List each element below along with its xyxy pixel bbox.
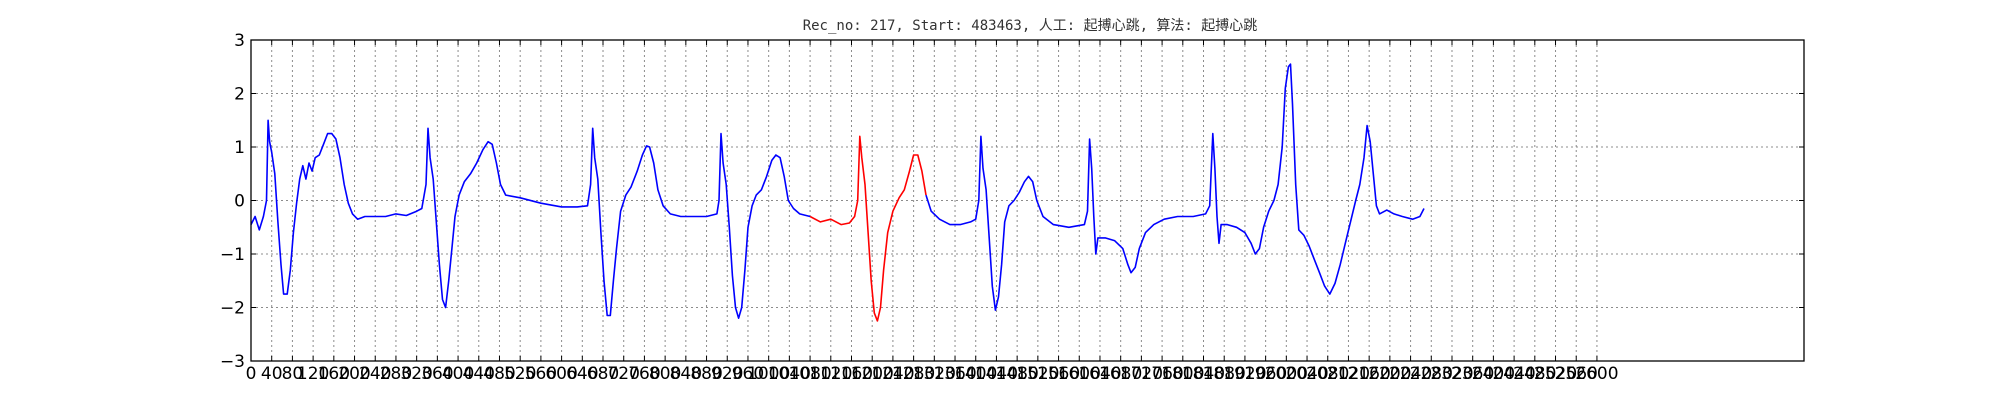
x-tick-label: 1440	[975, 364, 1018, 384]
x-tick-label: 720	[607, 364, 639, 384]
x-tick-label: 2200	[1368, 364, 1411, 384]
x-tick-label: 1360	[933, 364, 976, 384]
series-line-ecg-highlight	[809, 135, 927, 322]
grid-layer	[251, 40, 1804, 361]
x-tick-label: 1520	[1016, 364, 1059, 384]
x-tick-label: 1560	[1037, 364, 1080, 384]
x-tick-label: 1280	[892, 364, 935, 384]
x-tick-label: 2320	[1430, 364, 1473, 384]
series-layer	[250, 63, 1425, 322]
x-tick-label: 2000	[1265, 364, 1308, 384]
x-tick-label: 1080	[788, 364, 831, 384]
x-tick-label: 1920	[1223, 364, 1266, 384]
x-tick-label: 1040	[768, 364, 811, 384]
x-tick-label: 2040	[1285, 364, 1328, 384]
y-tick-label: 0	[234, 192, 245, 212]
x-tick-label: 0	[246, 364, 257, 384]
y-tick-label: 1	[234, 138, 245, 158]
x-tick-label: 680	[587, 364, 619, 384]
x-tick-label: 2240	[1389, 364, 1432, 384]
x-tick-label: 280	[380, 364, 412, 384]
x-tick-label: 1400	[954, 364, 997, 384]
x-tick-label: 640	[566, 364, 598, 384]
x-tick-label: 1640	[1078, 364, 1121, 384]
x-tick-label: 480	[483, 364, 515, 384]
x-tick-label: 160	[318, 364, 350, 384]
x-tick-label: 1120	[809, 364, 852, 384]
x-tick-label: 1160	[830, 364, 873, 384]
x-tick-label: 2560	[1555, 364, 1598, 384]
x-axis: 0 40 8012016020024028032036040044048052056…	[246, 40, 1619, 384]
x-tick-label: 560	[525, 364, 557, 384]
x-tick-label: 2480	[1513, 364, 1556, 384]
x-tick-label: 1600	[1058, 364, 1101, 384]
x-tick-label: 320	[400, 364, 432, 384]
x-tick-label: 120	[297, 364, 329, 384]
y-tick-label: −2	[220, 299, 245, 319]
x-tick-label: 1760	[1140, 364, 1183, 384]
x-tick-label: 1880	[1203, 364, 1246, 384]
x-tick-label: 600	[545, 364, 577, 384]
chart-title: Rec_no: 217, Start: 483463, 人工: 起搏心跳, 算法…	[803, 17, 1258, 34]
x-tick-label: 200	[338, 364, 370, 384]
x-tick-label: 2440	[1492, 364, 1535, 384]
x-tick-label: 240	[359, 364, 391, 384]
x-tick-label: 2080	[1306, 364, 1349, 384]
x-tick-label: 2280	[1410, 364, 1453, 384]
x-tick-label: 520	[504, 364, 536, 384]
series-line-ecg-before	[250, 119, 811, 319]
x-tick-label: 440	[463, 364, 495, 384]
x-tick-label: 1480	[996, 364, 1039, 384]
x-tick-label: 2600	[1575, 364, 1618, 384]
x-tick-label: 840	[670, 364, 702, 384]
x-tick-label: 2520	[1534, 364, 1577, 384]
x-tick-label: 1240	[871, 364, 914, 384]
x-tick-label: 1000	[747, 364, 790, 384]
y-tick-label: −1	[220, 245, 245, 265]
x-tick-label: 360	[421, 364, 453, 384]
x-tick-label: 2160	[1348, 364, 1391, 384]
x-tick-label: 1960	[1244, 364, 1287, 384]
x-tick-label: 40	[261, 364, 283, 384]
y-tick-label: −3	[220, 352, 245, 372]
x-tick-label: 760	[628, 364, 660, 384]
x-tick-label: 1800	[1161, 364, 1204, 384]
x-tick-label: 400	[442, 364, 474, 384]
x-tick-label: 1320	[913, 364, 956, 384]
x-tick-label: 880	[690, 364, 722, 384]
y-tick-label: 2	[234, 85, 245, 105]
x-tick-label: 2360	[1451, 364, 1494, 384]
x-tick-label: 1840	[1182, 364, 1225, 384]
x-tick-label: 1200	[851, 364, 894, 384]
y-axis: −3 −2 −1 0 1 2 3	[220, 31, 1804, 372]
x-tick-label: 1680	[1099, 364, 1142, 384]
x-tick-label: 920	[711, 364, 743, 384]
x-tick-label: 2400	[1472, 364, 1515, 384]
y-tick-label: 3	[234, 31, 245, 51]
x-tick-label: 2120	[1327, 364, 1370, 384]
x-tick-label: 80	[282, 364, 304, 384]
x-tick-label: 800	[649, 364, 681, 384]
x-tick-label: 1720	[1120, 364, 1163, 384]
x-tick-label: 960	[732, 364, 764, 384]
series-line-ecg-after	[925, 63, 1425, 311]
